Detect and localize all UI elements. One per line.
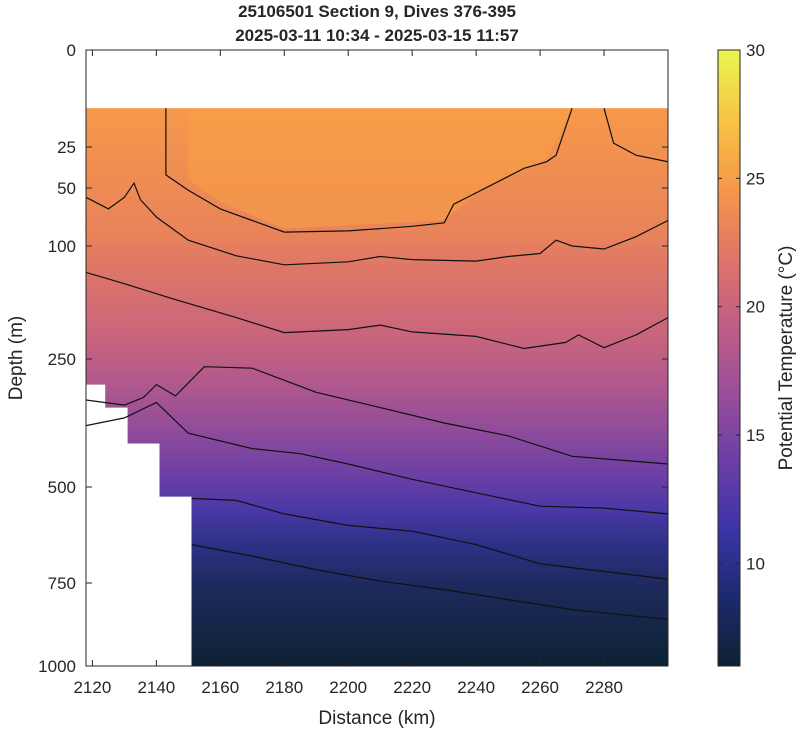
contour-line-18 bbox=[86, 366, 668, 465]
colorbar-gradient bbox=[717, 49, 741, 667]
chart-title-line2: 2025-03-11 10:34 - 2025-03-15 11:57 bbox=[235, 26, 519, 45]
y-tick-label: 750 bbox=[48, 574, 76, 593]
x-tick-label: 2200 bbox=[329, 678, 367, 697]
bathymetry-mask bbox=[86, 384, 192, 666]
colorbar-tick-label: 20 bbox=[746, 298, 765, 317]
y-tick-label: 25 bbox=[57, 138, 76, 157]
contour-lines bbox=[86, 108, 668, 621]
x-tick-label: 2140 bbox=[137, 678, 175, 697]
temperature-field bbox=[86, 108, 668, 666]
y-tick-label: 50 bbox=[57, 179, 76, 198]
contour-line-10 bbox=[191, 544, 668, 621]
x-tick-label: 2180 bbox=[265, 678, 303, 697]
contour-line-12 bbox=[191, 497, 668, 580]
plot-area bbox=[85, 49, 669, 667]
colorbar-tick-label: 10 bbox=[746, 554, 765, 573]
plot-frame bbox=[85, 49, 669, 667]
colorbar-label: Potential Temperature (°C) bbox=[776, 246, 797, 471]
y-axis-label: Depth (m) bbox=[6, 316, 27, 400]
x-tick-label: 2240 bbox=[457, 678, 495, 697]
x-axis: 2120 2140 2160 2180 2200 2220 2240 2260 2280 bbox=[73, 50, 623, 697]
contour-line-24 bbox=[165, 108, 573, 233]
x-tick-label: 2220 bbox=[393, 678, 431, 697]
x-axis-label: Distance (km) bbox=[318, 708, 435, 729]
contour-line-24 bbox=[603, 108, 668, 163]
colorbar-tick-label: 15 bbox=[746, 426, 765, 445]
chart-title-line1: 25106501 Section 9, Dives 376-395 bbox=[238, 2, 516, 21]
y-tick-label: 500 bbox=[48, 478, 76, 497]
colorbar: 10 15 20 25 30 bbox=[717, 41, 765, 667]
colorbar-tick-label: 30 bbox=[746, 41, 765, 60]
x-tick-label: 2120 bbox=[73, 678, 111, 697]
contour-line-20 bbox=[86, 271, 668, 350]
y-tick-label: 0 bbox=[67, 41, 76, 60]
x-tick-label: 2280 bbox=[585, 678, 623, 697]
colorbar-ticks: 10 15 20 25 30 bbox=[718, 41, 765, 573]
colorbar-tick-label: 25 bbox=[746, 169, 765, 188]
y-axis: 0 25 50 100 250 500 750 1000 bbox=[38, 41, 668, 676]
x-tick-label: 2160 bbox=[201, 678, 239, 697]
contour-line-14 bbox=[86, 401, 668, 515]
y-tick-label: 250 bbox=[48, 350, 76, 369]
y-tick-label: 1000 bbox=[38, 657, 76, 676]
warm-core-region bbox=[188, 108, 573, 229]
contour-line-22 bbox=[86, 181, 668, 266]
y-tick-label: 100 bbox=[48, 237, 76, 256]
x-tick-label: 2260 bbox=[521, 678, 559, 697]
